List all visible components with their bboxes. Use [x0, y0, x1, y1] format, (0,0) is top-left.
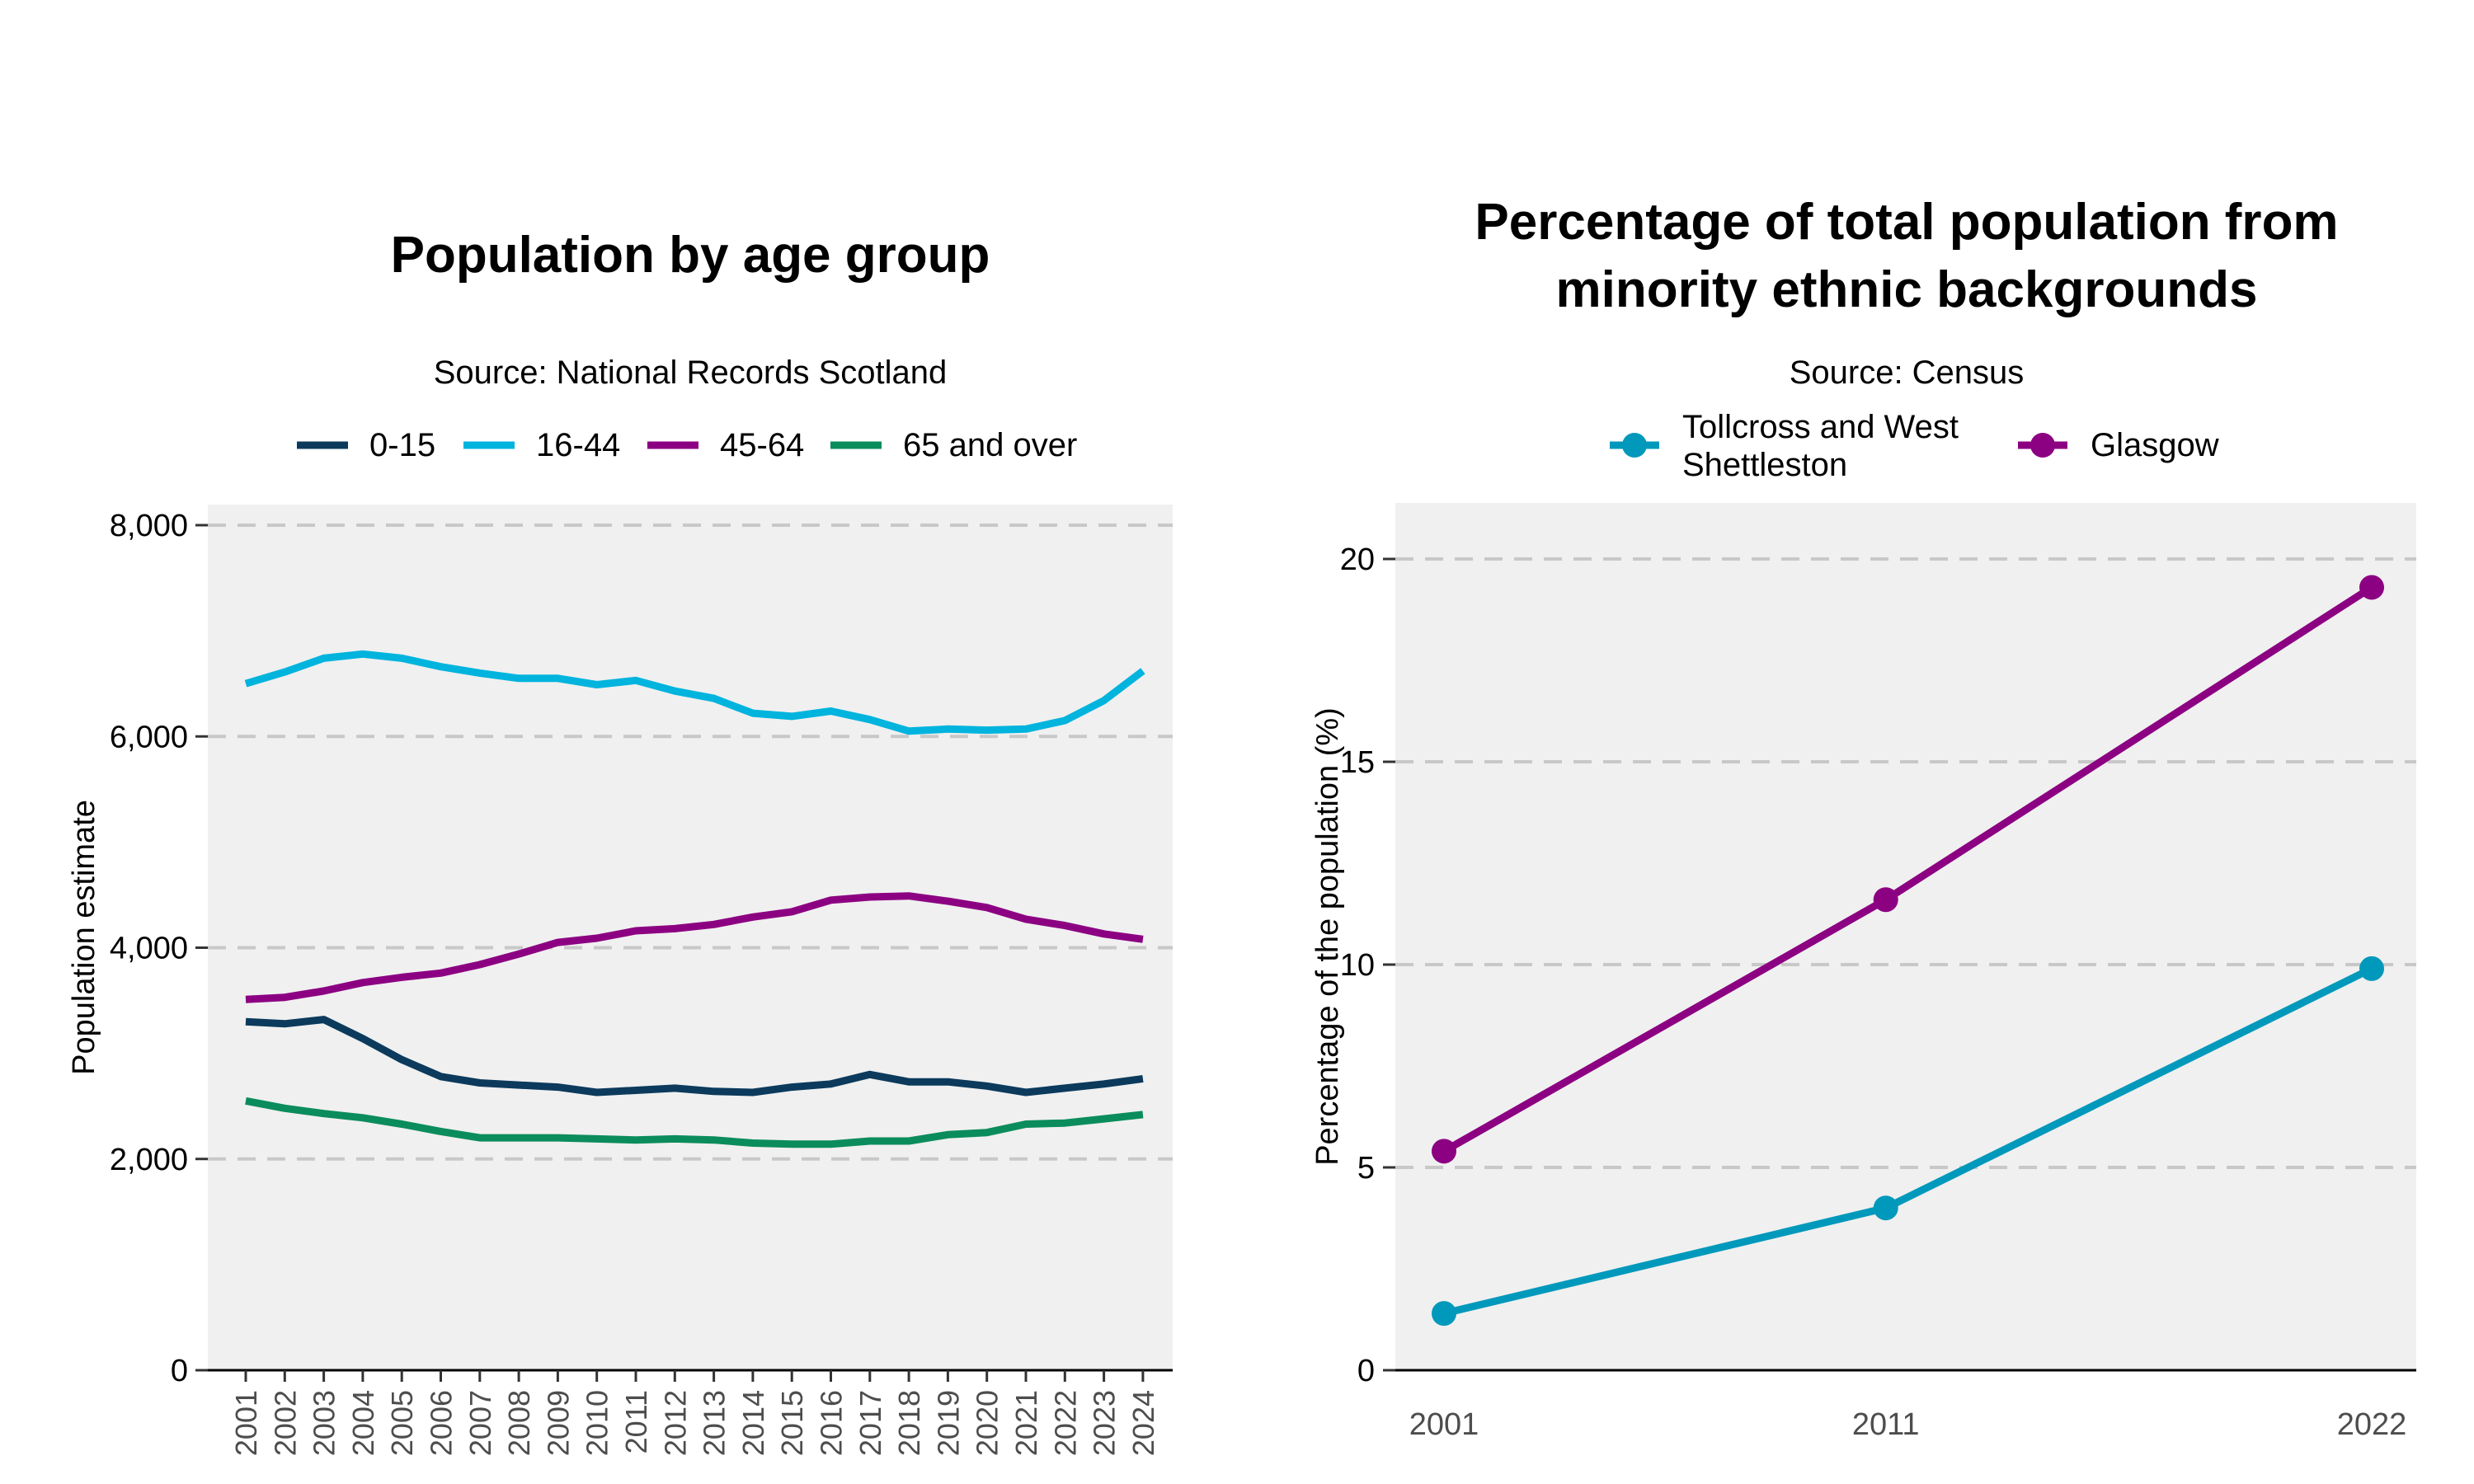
chart-right-title-line-1: Percentage of total population from — [1475, 194, 2338, 251]
x-tick-label: 2016 — [815, 1390, 849, 1456]
data-point-glasgow — [1432, 1139, 1456, 1164]
chart-left-x-axis: 2001 2002 2003 2004 2005 2006 2007 2008 2009 2010… — [229, 1370, 1160, 1456]
x-tick-label: 2009 — [541, 1390, 575, 1456]
legend-label: 0-15 — [369, 427, 435, 463]
x-tick-label: 2011 — [619, 1390, 653, 1453]
x-tick-label: 2023 — [1088, 1390, 1122, 1456]
x-tick-label: 2005 — [385, 1390, 419, 1456]
legend-label-line-1: Tollcross and West — [1682, 409, 1959, 445]
chart-left-legend: 0-15 16-44 45-64 65 and over — [297, 427, 1077, 463]
x-tick-label: 2024 — [1126, 1390, 1160, 1456]
legend-label: 45-64 — [720, 427, 804, 463]
x-tick-label: 2007 — [463, 1390, 497, 1456]
x-tick-label: 2015 — [775, 1390, 809, 1456]
data-point-tollcross-and-west-shettleston — [2359, 956, 2384, 981]
x-tick-label: 2019 — [931, 1390, 965, 1456]
x-tick-label: 2014 — [736, 1390, 770, 1456]
y-tick-label: 0 — [171, 1354, 188, 1388]
chart-right-title-line-2: minority ethnic backgrounds — [1556, 261, 2258, 318]
y-tick-label: 2,000 — [110, 1143, 188, 1177]
data-point-tollcross-and-west-shettleston — [1873, 1195, 1898, 1221]
x-tick-label: 2021 — [1009, 1390, 1043, 1456]
y-tick-label: 0 — [1357, 1354, 1375, 1388]
x-tick-label: 2010 — [581, 1390, 614, 1456]
x-tick-label: 2022 — [1048, 1390, 1082, 1456]
x-tick-label: 2001 — [1409, 1407, 1479, 1442]
series-line-65-and-over — [245, 1097, 1144, 1148]
x-tick-label: 2022 — [2337, 1407, 2407, 1442]
x-tick-label: 2006 — [425, 1390, 459, 1456]
chart-left-series — [244, 650, 1145, 1148]
y-tick-label: 10 — [1340, 948, 1375, 983]
x-tick-label: 2003 — [308, 1390, 341, 1456]
x-tick-label: 2017 — [854, 1390, 887, 1456]
legend-label-line-2: Shettleston — [1682, 447, 1847, 483]
chart-right: Percentage of total population from mino… — [1310, 194, 2416, 1442]
chart-right-y-axis: 0 5 10 15 20 — [1340, 542, 1395, 1388]
chart-left-gridlines — [208, 524, 1173, 1161]
y-tick-label: 20 — [1340, 542, 1375, 577]
chart-right-gridlines — [1395, 557, 2416, 1169]
chart-right-plot-area — [1395, 503, 2416, 1370]
chart-left-y-axis-label: Population estimate — [67, 800, 101, 1075]
data-point-glasgow — [2359, 575, 2384, 600]
chart-right-series — [1432, 575, 2384, 1327]
y-tick-label: 15 — [1340, 745, 1375, 780]
x-tick-label: 2008 — [502, 1390, 536, 1456]
chart-left-plot-area — [208, 505, 1173, 1370]
x-tick-label: 2018 — [892, 1390, 926, 1456]
series-line-16-44 — [244, 650, 1145, 735]
legend-label: Glasgow — [2091, 427, 2219, 463]
chart-left: Population by age group Source: National… — [67, 227, 1173, 1456]
x-tick-label: 2012 — [658, 1390, 692, 1456]
y-tick-label: 4,000 — [110, 932, 188, 966]
legend-label: 65 and over — [903, 427, 1077, 463]
data-point-glasgow — [1873, 887, 1898, 913]
x-tick-label: 2011 — [1852, 1407, 1920, 1442]
y-tick-label: 6,000 — [110, 720, 188, 754]
x-tick-label: 2013 — [698, 1390, 731, 1456]
x-tick-label: 2020 — [971, 1390, 1004, 1456]
series-line-0-15 — [245, 1016, 1144, 1097]
chart-left-subtitle: Source: National Records Scotland — [434, 355, 948, 391]
legend-marker — [2030, 433, 2055, 458]
y-tick-label: 8,000 — [110, 509, 188, 543]
x-tick-label: 2004 — [346, 1390, 380, 1456]
chart-right-subtitle: Source: Census — [1790, 355, 2025, 391]
legend-label: 16-44 — [536, 427, 620, 463]
series-line-45-64 — [245, 892, 1144, 1003]
y-tick-label: 5 — [1357, 1151, 1375, 1186]
chart-left-y-axis: 0 2,000 4,000 6,000 8,000 — [110, 509, 208, 1388]
data-point-tollcross-and-west-shettleston — [1432, 1301, 1456, 1327]
x-tick-label: 2002 — [268, 1390, 302, 1456]
chart-right-x-axis: 2001 2011 2022 — [1409, 1407, 2407, 1442]
x-tick-label: 2001 — [229, 1390, 263, 1456]
legend-marker — [1622, 433, 1647, 458]
chart-right-y-axis-label: Percentage of the population (%) — [1310, 707, 1345, 1166]
chart-left-title: Population by age group — [391, 227, 990, 284]
